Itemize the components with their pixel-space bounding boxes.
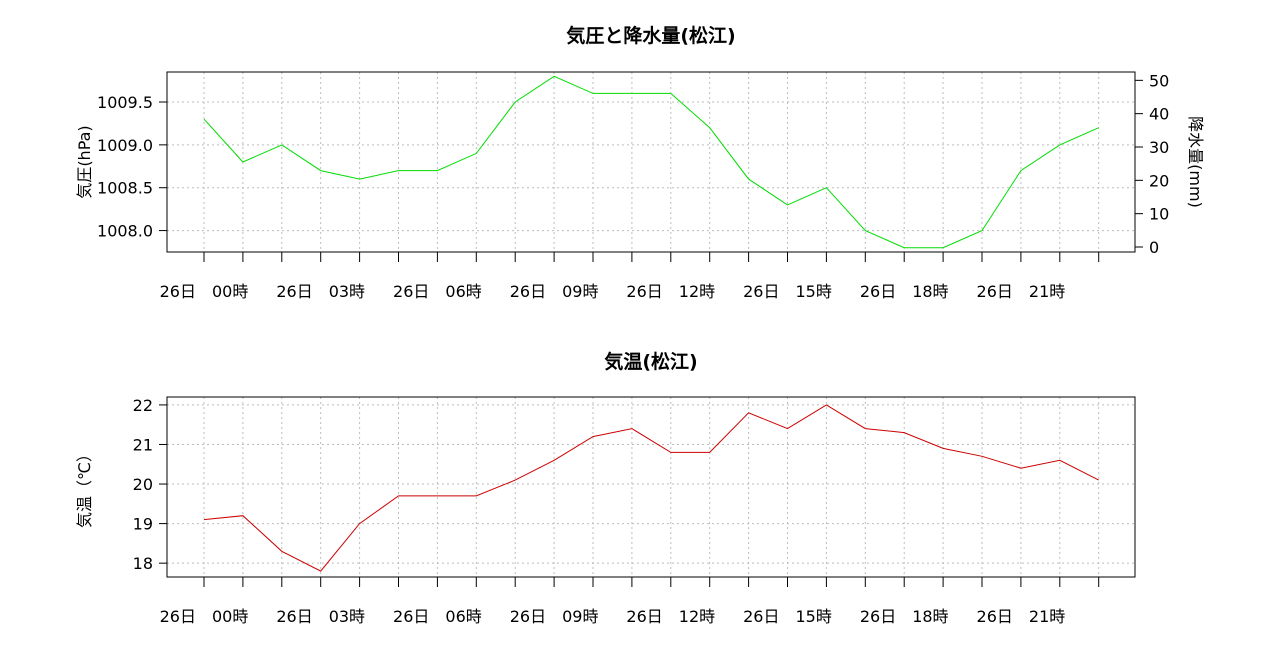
x-tick-label: 26日 21時 — [977, 282, 1066, 301]
y2-tick-label: 0 — [1149, 238, 1159, 257]
x-tick-label: 26日 15時 — [743, 282, 832, 301]
series-line — [203, 404, 1099, 572]
y-tick-label: 21 — [133, 435, 153, 454]
x-tick-label: 26日 09時 — [510, 607, 599, 626]
chart-title: 気温(松江) — [604, 350, 697, 373]
x-tick-label: 26日 03時 — [276, 282, 365, 301]
x-tick-label: 26日 18時 — [860, 282, 949, 301]
x-tick-label: 26日 12時 — [626, 282, 715, 301]
x-tick-label: 26日 06時 — [393, 607, 482, 626]
y-tick-label: 18 — [133, 554, 153, 573]
y-tick-label: 19 — [133, 515, 153, 534]
chart-title: 気圧と降水量(松江) — [566, 24, 735, 47]
y-axis-label: 気圧(hPa) — [75, 125, 94, 198]
x-tick-label: 26日 15時 — [743, 607, 832, 626]
y-tick-label: 20 — [133, 475, 153, 494]
y-tick-label: 1008.5 — [97, 179, 153, 198]
pressure-precip-chart: 気圧と降水量(松江) 26日 00時 26日 03時 26日 06時 26日 09時 2… — [75, 24, 1205, 301]
x-tick-label: 26日 12時 — [626, 607, 715, 626]
y-tick-label: 1009.5 — [97, 93, 153, 112]
y-tick-label: 22 — [133, 396, 153, 415]
x-tick-label: 26日 03時 — [276, 607, 365, 626]
temperature-chart: 気温(松江) 26日 00時 26日 03時 26日 06時 26日 09時 26日 1… — [75, 350, 1136, 626]
y2-tick-label: 10 — [1149, 205, 1169, 224]
x-tick-label: 26日 09時 — [510, 282, 599, 301]
y-tick-label: 1008.0 — [97, 222, 153, 241]
y-axis-label: 気温（℃） — [75, 446, 94, 528]
x-tick-label: 26日 06時 — [393, 282, 482, 301]
x-tick-label: 26日 00時 — [160, 607, 249, 626]
plot-frame — [166, 71, 1136, 253]
series-line — [203, 75, 1099, 249]
x-tick-label: 26日 21時 — [977, 607, 1066, 626]
x-tick-label: 26日 18時 — [860, 607, 949, 626]
y2-tick-label: 20 — [1149, 171, 1169, 190]
plot-frame — [166, 396, 1136, 578]
y-tick-label: 1009.0 — [97, 136, 153, 155]
x-tick-label: 26日 00時 — [160, 282, 249, 301]
y2-axis-label: 降水量(mm) — [1186, 116, 1205, 208]
y2-tick-label: 50 — [1149, 71, 1169, 90]
y2-tick-label: 40 — [1149, 105, 1169, 124]
y2-tick-label: 30 — [1149, 138, 1169, 157]
